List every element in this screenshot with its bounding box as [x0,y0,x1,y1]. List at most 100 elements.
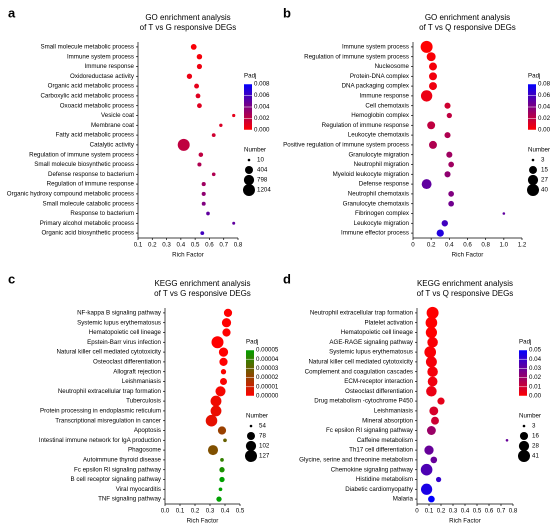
y-tick-label: Neutrophil chemotaxis [348,191,409,198]
y-tick-label: Vesicle coat [101,112,134,119]
bubble [223,438,227,443]
bubble [430,456,438,464]
y-tick-label: Intestinal immune network for IgA produc… [39,437,162,444]
bubble [195,93,201,99]
y-tick-label: Regulation of immune response [47,181,135,188]
chart-title: KEGG enrichment analysis [154,279,250,288]
y-tick-label: Leukocyte chemotaxis [348,132,409,139]
y-tick-label: Regulation of immune response [322,122,410,129]
y-tick-label: Diabetic cardiomyopathy [345,486,414,493]
x-tick-label: 1.0 [500,242,509,249]
bubble [444,102,451,109]
padj-tick-label: 0.06 [538,92,550,99]
bubble [444,132,451,139]
x-tick-label: 0.6 [485,508,494,515]
y-tick-label: Neutrophil extracellular trap formation [58,388,162,395]
padj-tick-label: 0.04 [538,104,550,111]
padj-tick-label: 0.004 [254,104,270,111]
y-tick-label: Immune effector process [341,230,409,237]
size-legend-dot [518,450,530,462]
y-tick-label: NF-kappa B signaling pathway [77,310,162,317]
padj-legend-title: Padj [519,339,531,346]
y-tick-label: Cell chemotaxis [365,102,409,109]
y-tick-label: Oxoacid metabolic process [60,102,134,109]
bubble [502,212,506,215]
y-tick-label: Immune response [84,63,134,70]
bubble [429,82,437,91]
y-tick-label: Natural killer cell mediated cytotoxicit… [308,359,413,366]
padj-tick-label: 0.04 [529,356,542,363]
size-legend-dot [527,184,539,196]
bubble [448,191,454,197]
y-tick-label: Malaria [393,496,414,503]
bubble [435,476,442,483]
chart-subtitle: of T vs Q responsive DEGs [419,23,516,32]
padj-tick-label: 0.000 [254,127,270,134]
y-tick-label: Tuberculosis [126,398,161,405]
x-tick-label: 0.1 [134,242,143,249]
padj-tick-label: 0.008 [254,81,270,88]
y-tick-label: Protein processing in endoplasmic reticu… [40,408,161,415]
x-tick-label: 0 [415,508,419,515]
size-legend-label: 798 [257,177,268,184]
x-tick-label: 0.8 [509,508,518,515]
chart-subtitle: of T vs G responsive DEGs [154,289,251,298]
y-tick-label: Organic acid biosynthetic process [41,230,134,237]
x-tick-label: 0.7 [219,242,228,249]
panel-letter: a [8,5,16,20]
chart-title: GO enrichment analysis [425,13,510,22]
bubble [222,328,231,337]
y-tick-label: Protein-DNA complex [350,73,410,80]
y-tick-label: Organic hydroxy compound metabolic proce… [7,191,134,198]
padj-tick-label: 0.00 [538,127,550,134]
bubble [211,336,224,349]
bubble [211,133,216,138]
x-tick-label: 0.5 [236,508,245,515]
y-tick-label: Natural killer cell mediated cytotoxicit… [56,349,161,356]
y-tick-label: DNA packaging complex [342,83,410,90]
padj-colorbar [519,350,527,396]
y-tick-label: Glycine, serine and threonine metabolism [299,457,413,464]
bubble [436,229,444,237]
bubble [196,63,203,70]
size-legend-label: 404 [257,167,268,174]
y-tick-label: Mineral absorption [362,417,413,424]
bubble [425,316,438,329]
y-tick-label: Immune system process [67,53,134,60]
bubble [420,90,433,102]
y-tick-label: Histidine metabolism [356,476,413,483]
y-tick-label: Oxidoreductase activity [70,73,135,80]
size-legend-label: 41 [532,453,539,460]
size-legend-label: 15 [541,167,548,174]
bubble [232,113,236,118]
bubble [448,161,454,168]
y-tick-label: AGE-RAGE signaling pathway [329,339,413,346]
bubble [216,496,222,502]
y-tick-label: Response to bacterium [70,210,134,217]
y-tick-label: Hemoglobin complex [351,112,410,119]
bubble [427,121,436,130]
y-tick-label: Regulation of immune system process [29,151,134,158]
x-tick-label: 0.2 [191,508,200,515]
size-legend-label: 127 [259,453,270,460]
bubble [201,201,206,206]
y-tick-label: Systemic lupus erythematosus [329,349,413,356]
size-legend-dot [529,166,537,174]
bubble [221,318,232,328]
size-legend-dot [519,431,529,441]
bubble [218,487,223,492]
y-tick-label: Carboxylic acid metabolic process [40,93,134,100]
y-tick-label: Neutrophil migration [354,161,410,168]
bubble [425,326,438,339]
bubble [427,366,438,377]
size-legend-label: 16 [532,433,539,440]
bubble [428,495,435,503]
bubble [197,162,202,167]
bubble [426,386,437,397]
bubble [218,347,229,357]
bubble [219,377,228,386]
size-legend-dot [245,166,253,174]
y-tick-label: Organic acid metabolic process [48,83,134,90]
